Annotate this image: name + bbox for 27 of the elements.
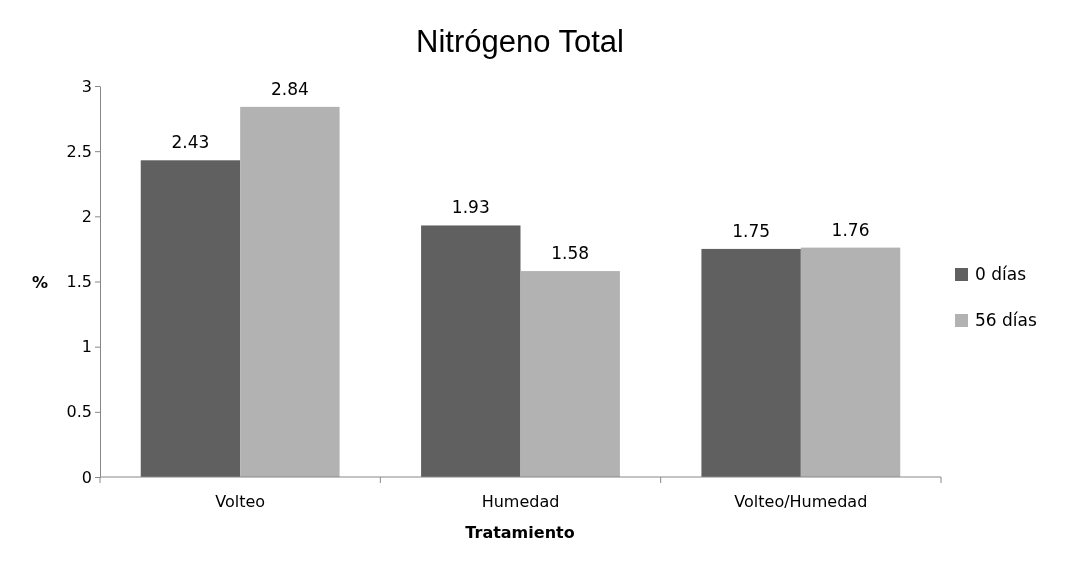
y-tick-label: 1 <box>81 337 92 357</box>
data-label: 1.76 <box>831 219 870 240</box>
bar <box>800 247 901 477</box>
x-tick-label: Volteo/Humedad <box>734 492 868 511</box>
x-tick-label: Humedad <box>481 492 560 511</box>
y-tick-label: 2.5 <box>66 141 92 161</box>
chart-title: Nitrógeno Total <box>416 24 624 59</box>
legend-label: 0 días <box>975 264 1027 284</box>
y-tick-label: 1.5 <box>66 272 92 292</box>
bar <box>421 225 521 477</box>
bar <box>140 160 241 477</box>
y-tick-label: 0.5 <box>66 402 92 422</box>
data-label: 1.75 <box>732 220 771 241</box>
data-label: 1.93 <box>451 197 490 218</box>
x-axis-title: Tratamiento <box>465 523 575 542</box>
data-label: 2.84 <box>270 78 309 99</box>
x-tick-label: Volteo <box>215 492 266 511</box>
y-axis-title: % <box>31 273 49 292</box>
y-tick-label: 0 <box>81 467 92 487</box>
y-tick-label: 2 <box>81 206 92 226</box>
data-label: 1.58 <box>551 243 590 264</box>
bar <box>240 106 340 477</box>
legend-label: 56 días <box>975 310 1037 330</box>
bar <box>520 271 620 477</box>
bar <box>701 248 801 477</box>
y-tick-label: 3 <box>81 76 92 96</box>
data-label: 2.43 <box>171 132 210 153</box>
